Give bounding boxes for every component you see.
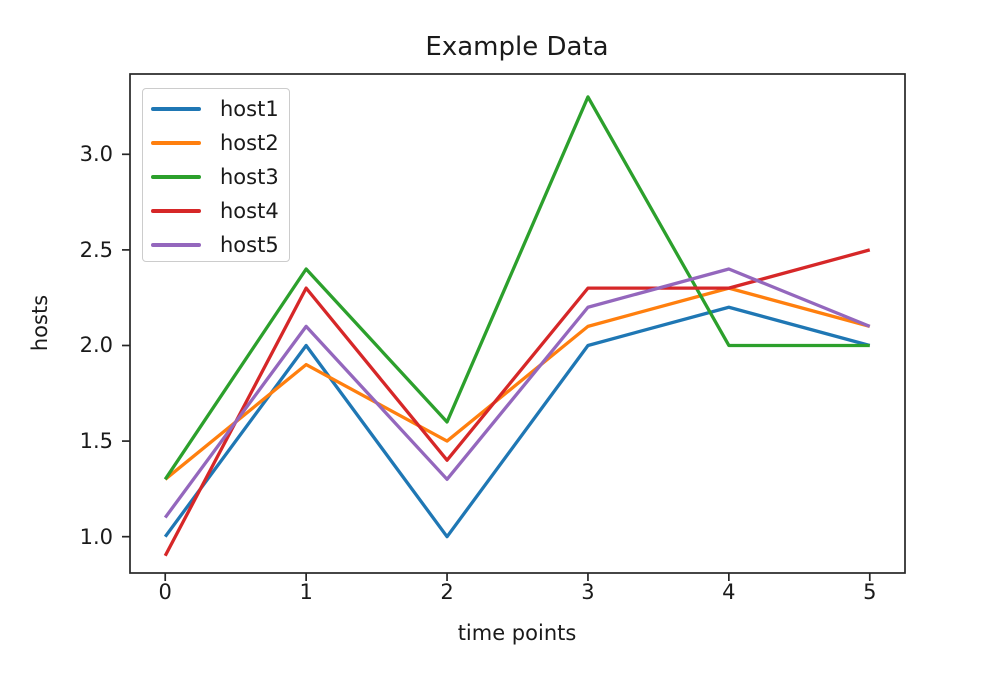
y-tick-label-2.5: 2.5 bbox=[79, 237, 113, 262]
y-tick-label-2.0: 2.0 bbox=[79, 333, 113, 358]
y-tick-label-1.0: 1.0 bbox=[79, 524, 113, 549]
legend-label: host5 bbox=[220, 233, 279, 257]
legend-line-swatch-host1 bbox=[151, 107, 201, 111]
legend-line-swatch-host2 bbox=[151, 141, 201, 145]
x-axis-label: time points bbox=[457, 621, 577, 645]
legend-item-host2: host2 bbox=[151, 126, 289, 160]
legend-line-swatch-host4 bbox=[151, 209, 201, 213]
series-line-host5 bbox=[163, 267, 871, 519]
legend-item-host5: host5 bbox=[151, 228, 289, 262]
series-line-host4 bbox=[163, 248, 871, 557]
x-tick-label-1: 1 bbox=[299, 580, 313, 604]
legend-line-swatch-host5 bbox=[151, 243, 201, 247]
chart-title: Example Data bbox=[425, 32, 609, 62]
y-tick-label-3.0: 3.0 bbox=[79, 142, 113, 167]
series-line-host1 bbox=[163, 305, 871, 539]
plot-box bbox=[129, 73, 906, 574]
x-tick-label-4: 4 bbox=[722, 580, 736, 604]
legend-label: host3 bbox=[220, 165, 279, 189]
series-line-host2 bbox=[164, 286, 871, 481]
legend-label: host4 bbox=[220, 199, 279, 223]
legend-item-host4: host4 bbox=[151, 194, 289, 228]
legend-line-swatch-host3 bbox=[151, 175, 201, 179]
legend-label: host2 bbox=[220, 131, 279, 155]
legend: host1 host2 host3 host4 host5 bbox=[142, 88, 290, 262]
x-tick-label-5: 5 bbox=[863, 580, 877, 604]
x-tick-label-0: 0 bbox=[158, 580, 172, 604]
series-line-host3 bbox=[163, 95, 870, 481]
legend-label: host1 bbox=[220, 97, 279, 121]
legend-item-host3: host3 bbox=[151, 160, 289, 194]
legend-item-host1: host1 bbox=[151, 92, 289, 126]
x-tick-label-3: 3 bbox=[581, 580, 595, 604]
x-tick-label-2: 2 bbox=[440, 580, 454, 604]
y-tick-label-1.5: 1.5 bbox=[79, 429, 113, 454]
